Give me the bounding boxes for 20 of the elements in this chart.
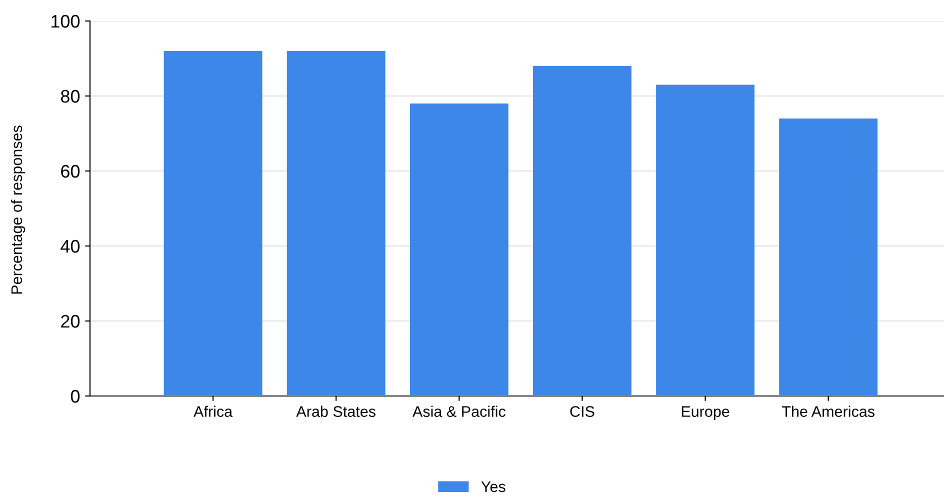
x-tick-label: Africa: [194, 406, 233, 417]
x-tick-label: Asia & Pacific: [412, 406, 506, 417]
bar: [286, 51, 386, 396]
y-tick-label: 20: [61, 314, 80, 328]
bar: [532, 66, 632, 396]
y-tick-label: 0: [70, 390, 80, 403]
y-tick-label: 100: [52, 14, 80, 28]
legend-label: Yes: [481, 481, 506, 492]
y-tick-label: 80: [60, 90, 80, 103]
bar: [410, 104, 508, 396]
x-tick-label: CIS: [570, 406, 594, 417]
y-axis-title: Percentage of responses: [10, 126, 26, 294]
x-tick-label: The Americas: [782, 406, 874, 417]
bar: [779, 118, 878, 396]
bar: [656, 84, 754, 396]
bar: [164, 51, 262, 396]
x-tick-label: Arab States: [296, 406, 376, 417]
x-tick-label: Europe: [682, 406, 730, 420]
y-tick-label: 40: [60, 240, 80, 253]
y-tick-label: 60: [61, 164, 80, 178]
